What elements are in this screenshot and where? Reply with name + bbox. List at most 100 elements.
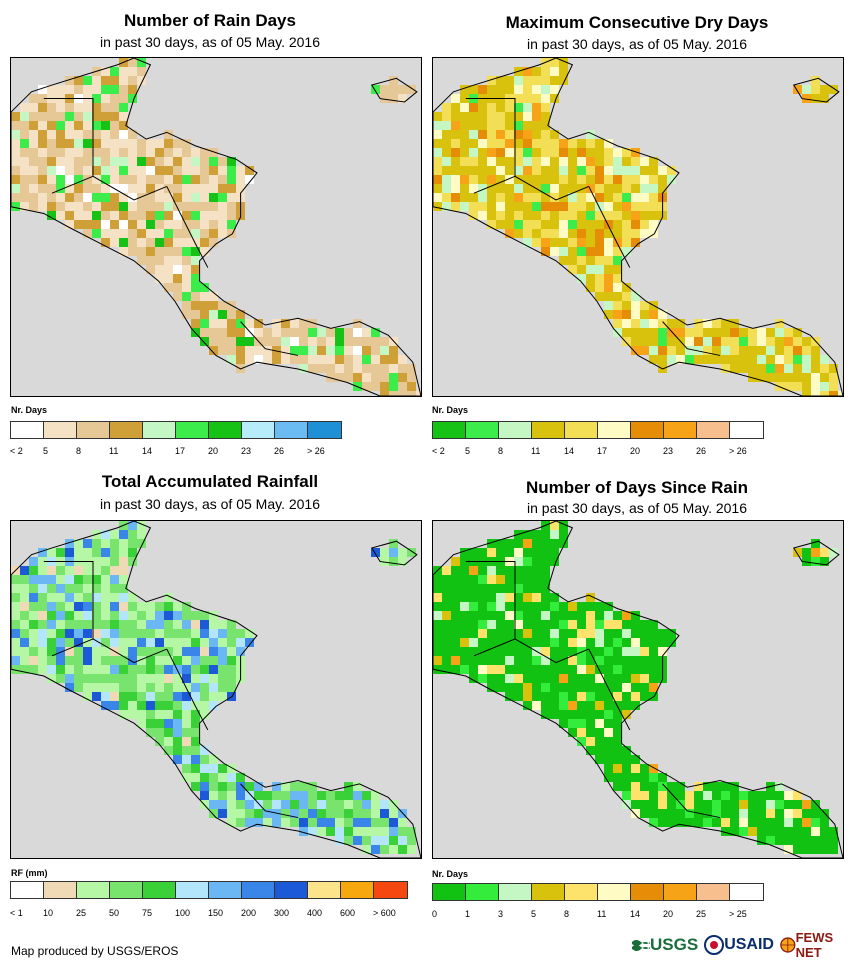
raster-cell <box>101 647 110 656</box>
raster-cell <box>586 229 595 238</box>
raster-cell <box>640 638 649 647</box>
raster-cell <box>137 247 146 256</box>
raster-cell <box>487 656 496 665</box>
raster-cell <box>595 175 604 184</box>
raster-cell <box>110 530 119 539</box>
legend-tick-label: 23 <box>663 446 674 456</box>
raster-cell <box>164 719 173 728</box>
raster-cell <box>20 611 29 620</box>
raster-cell <box>523 121 532 130</box>
raster-cell <box>29 103 38 112</box>
raster-cell <box>362 337 371 346</box>
raster-cell <box>38 94 47 103</box>
raster-cell <box>469 202 478 211</box>
raster-cell <box>514 202 523 211</box>
raster-cell <box>191 764 200 773</box>
raster-cell <box>649 620 658 629</box>
raster-cell <box>514 566 523 575</box>
raster-cell <box>245 346 254 355</box>
raster-cell <box>622 674 631 683</box>
raster-cell <box>209 701 218 710</box>
raster-cell <box>380 548 389 557</box>
raster-cell <box>65 148 74 157</box>
raster-cell <box>182 202 191 211</box>
raster-cell <box>389 346 398 355</box>
raster-cell <box>649 656 658 665</box>
coastline <box>11 521 421 858</box>
raster-cell <box>65 683 74 692</box>
raster-cell <box>182 665 191 674</box>
raster-cell <box>460 184 469 193</box>
raster-cell <box>263 800 272 809</box>
raster-cell <box>83 220 92 229</box>
raster-cell <box>631 683 640 692</box>
raster-cell <box>631 791 640 800</box>
raster-cell <box>622 211 631 220</box>
raster-cell <box>775 809 784 818</box>
raster-cell <box>730 319 739 328</box>
raster-cell <box>38 112 47 121</box>
raster-cell <box>604 692 613 701</box>
raster-cell <box>20 584 29 593</box>
raster-cell <box>209 184 218 193</box>
raster-cell <box>442 130 451 139</box>
raster-cell <box>829 391 838 396</box>
raster-cell <box>47 629 56 638</box>
raster-cell <box>164 638 173 647</box>
raster-cell <box>595 701 604 710</box>
raster-cell <box>317 818 326 827</box>
raster-cell <box>245 337 254 346</box>
raster-cell <box>676 319 685 328</box>
raster-cell <box>604 247 613 256</box>
raster-cell <box>757 827 766 836</box>
raster-cell <box>146 683 155 692</box>
raster-cell <box>487 130 496 139</box>
raster-cell <box>559 530 568 539</box>
raster-cell <box>505 184 514 193</box>
raster-cell <box>595 638 604 647</box>
raster-cell <box>191 755 200 764</box>
raster-cell <box>604 746 613 755</box>
raster-cell <box>613 166 622 175</box>
raster-cell <box>209 647 218 656</box>
raster-cell <box>496 175 505 184</box>
raster-cell <box>568 166 577 175</box>
raster-cell <box>101 548 110 557</box>
raster-cell <box>649 319 658 328</box>
raster-cell <box>640 346 649 355</box>
raster-cell <box>442 202 451 211</box>
raster-cell <box>83 229 92 238</box>
raster-cell <box>541 557 550 566</box>
raster-cell <box>793 337 802 346</box>
raster-cell <box>667 355 676 364</box>
raster-cell <box>667 629 676 638</box>
raster-cell <box>532 584 541 593</box>
raster-cell <box>272 800 281 809</box>
raster-cell <box>173 755 182 764</box>
raster-cell <box>613 292 622 301</box>
raster-cell <box>739 827 748 836</box>
raster-cell <box>200 764 209 773</box>
raster-cell <box>766 827 775 836</box>
legend-swatch <box>697 422 730 438</box>
raster-cell <box>74 593 83 602</box>
raster-cell <box>532 238 541 247</box>
raster-cell <box>290 346 299 355</box>
raster-cell <box>487 548 496 557</box>
raster-cell <box>218 647 227 656</box>
raster-cell <box>631 319 640 328</box>
raster-cell <box>793 355 802 364</box>
raster-cell <box>496 76 505 85</box>
raster-cell <box>119 674 128 683</box>
legend-tick-label: 11 <box>597 909 607 919</box>
raster-cell <box>371 800 380 809</box>
raster-cell <box>128 701 137 710</box>
raster-cell <box>802 346 811 355</box>
usaid-logo: USAID <box>704 935 774 955</box>
raster-cell <box>236 166 245 175</box>
raster-cell <box>128 229 137 238</box>
raster-cell <box>407 382 416 391</box>
raster-cell <box>784 818 793 827</box>
raster-cell <box>65 638 74 647</box>
raster-cell <box>775 800 784 809</box>
